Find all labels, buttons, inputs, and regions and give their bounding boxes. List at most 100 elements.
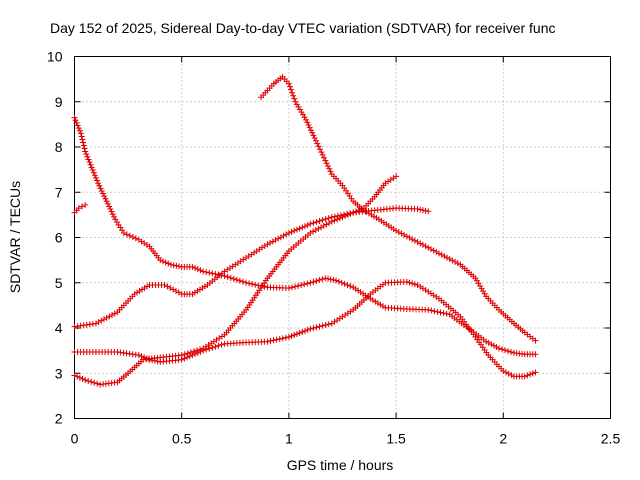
data-point bbox=[419, 241, 426, 248]
data-point bbox=[227, 274, 234, 281]
data-point bbox=[295, 282, 302, 289]
data-point bbox=[440, 310, 447, 317]
data-point bbox=[162, 259, 169, 266]
data-point bbox=[120, 229, 127, 236]
data-point bbox=[419, 207, 426, 214]
data-point bbox=[344, 282, 351, 289]
data-point bbox=[310, 228, 317, 235]
data-point bbox=[80, 142, 87, 149]
data-point bbox=[325, 321, 332, 328]
data-point bbox=[296, 225, 303, 232]
data-point bbox=[233, 276, 240, 283]
data-point bbox=[434, 308, 441, 315]
data-point bbox=[309, 129, 316, 136]
y-tick-label: 5 bbox=[55, 275, 63, 291]
data-point bbox=[167, 261, 174, 268]
data-point bbox=[304, 326, 311, 333]
data-point bbox=[291, 227, 298, 234]
data-point bbox=[301, 327, 308, 334]
data-point bbox=[319, 151, 326, 158]
series-satellite-e bbox=[71, 278, 539, 380]
data-point bbox=[123, 231, 130, 238]
data-point bbox=[89, 167, 96, 174]
data-point bbox=[273, 336, 280, 343]
data-point bbox=[243, 279, 250, 286]
data-point bbox=[189, 263, 196, 270]
data-point bbox=[101, 193, 108, 200]
data-point bbox=[159, 258, 166, 265]
data-point bbox=[313, 277, 320, 284]
data-point bbox=[135, 352, 142, 359]
data-point bbox=[303, 116, 310, 123]
data-point bbox=[272, 237, 279, 244]
data-point bbox=[306, 124, 313, 131]
x-tick-label: 0 bbox=[71, 431, 79, 447]
data-point bbox=[249, 281, 256, 288]
data-point bbox=[100, 316, 107, 323]
data-point bbox=[276, 335, 283, 342]
data-point bbox=[285, 80, 292, 87]
data-point bbox=[170, 262, 177, 269]
data-point bbox=[197, 267, 204, 274]
data-point bbox=[194, 347, 201, 354]
data-point bbox=[319, 276, 326, 283]
data-point bbox=[422, 207, 429, 214]
data-point bbox=[94, 177, 101, 184]
data-point bbox=[318, 224, 325, 231]
data-point bbox=[425, 306, 432, 313]
data-point bbox=[164, 283, 171, 290]
data-point bbox=[79, 203, 86, 210]
data-point bbox=[298, 282, 305, 289]
data-point bbox=[82, 377, 89, 384]
data-point bbox=[92, 174, 99, 181]
data-point bbox=[79, 136, 86, 143]
data-point bbox=[95, 319, 102, 326]
data-point bbox=[74, 122, 81, 129]
data-point bbox=[126, 232, 133, 239]
data-point bbox=[170, 286, 177, 293]
data-point bbox=[85, 156, 92, 163]
data-point bbox=[316, 323, 323, 330]
data-point bbox=[493, 344, 500, 351]
data-point bbox=[90, 169, 97, 176]
data-point bbox=[312, 137, 319, 144]
y-tick-label: 3 bbox=[55, 365, 63, 381]
data-point bbox=[215, 342, 222, 349]
data-point bbox=[529, 370, 536, 377]
y-tick-label: 8 bbox=[55, 139, 63, 155]
data-point bbox=[97, 185, 104, 192]
data-point bbox=[104, 200, 111, 207]
data-point bbox=[71, 372, 78, 379]
data-point bbox=[288, 284, 295, 291]
data-point bbox=[350, 209, 357, 216]
data-point bbox=[322, 216, 329, 223]
data-point bbox=[422, 243, 429, 250]
data-point bbox=[500, 367, 507, 374]
data-point bbox=[291, 95, 298, 102]
data-point bbox=[88, 164, 95, 171]
data-point bbox=[76, 127, 83, 134]
data-point bbox=[312, 227, 319, 234]
data-point bbox=[98, 317, 105, 324]
data-point bbox=[296, 329, 303, 336]
chart-title: Day 152 of 2025, Sidereal Day-to-day VTE… bbox=[50, 20, 556, 36]
data-point bbox=[490, 342, 497, 349]
data-point bbox=[502, 369, 509, 376]
data-point bbox=[178, 352, 185, 359]
x-tick-label: 2 bbox=[499, 431, 507, 447]
data-point bbox=[315, 143, 322, 150]
data-point bbox=[325, 275, 332, 282]
data-point bbox=[403, 233, 410, 240]
data-point bbox=[91, 379, 98, 386]
data-point bbox=[322, 322, 329, 329]
y-tick-label: 2 bbox=[55, 411, 63, 427]
data-point bbox=[409, 236, 416, 243]
data-point bbox=[319, 322, 326, 329]
y-tick-label: 10 bbox=[47, 49, 63, 65]
data-point bbox=[275, 235, 282, 242]
data-point bbox=[282, 334, 289, 341]
y-tick-label: 7 bbox=[55, 184, 63, 200]
data-point bbox=[322, 275, 329, 282]
data-point bbox=[269, 238, 276, 245]
data-point bbox=[73, 119, 80, 126]
